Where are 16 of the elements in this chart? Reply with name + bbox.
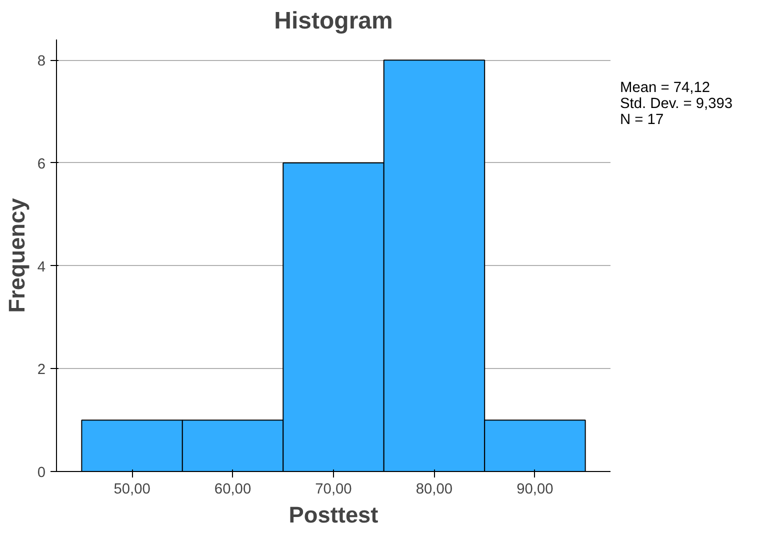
x-tick-label: 90,00 xyxy=(516,482,554,498)
y-tick-label: 8 xyxy=(37,54,46,70)
y-tick-label: 0 xyxy=(37,465,46,481)
text: Std. Dev. = 9,393 xyxy=(620,96,733,112)
y-tick-label: 2 xyxy=(37,362,46,378)
y-tick-label: 4 xyxy=(37,259,46,276)
chart-title: Histogram xyxy=(274,8,393,34)
y-axis-title: Frequency xyxy=(3,198,30,313)
x-tick-label: 50,00 xyxy=(114,482,150,498)
x-tick-label: 80,00 xyxy=(416,482,453,498)
text: N = 17 xyxy=(620,112,664,128)
text: Mean = 74,12 xyxy=(620,80,710,96)
x-tick-label: 60,00 xyxy=(214,482,252,498)
x-axis-title: Posttest xyxy=(288,502,379,528)
y-tick-label: 6 xyxy=(37,156,46,172)
x-tick-label: 70,00 xyxy=(315,482,352,498)
